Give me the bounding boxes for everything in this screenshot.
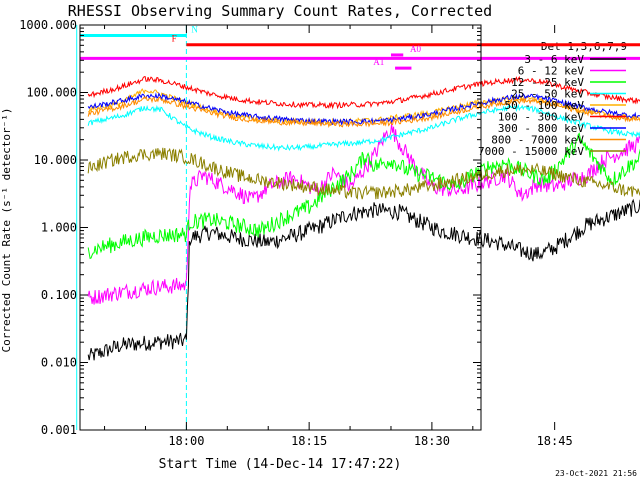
flag-label-4: A0	[410, 44, 421, 54]
series-line-0	[87, 198, 640, 361]
y-tick-label-1: 0.010	[41, 356, 77, 370]
x-tick-label-1: 18:15	[291, 434, 327, 448]
legend-label-8: 7000 - 15000 keV	[478, 145, 584, 158]
legend-label-2: 12 - 25 keV	[511, 76, 584, 89]
x-axis-label: Start Time (14-Dec-14 17:47:22)	[159, 457, 402, 472]
x-tick-label-0: 18:00	[168, 434, 204, 448]
legend-label-0: 3 - 6 keV	[524, 53, 584, 66]
series-line-7	[87, 95, 640, 128]
flag-label-2: F	[172, 34, 177, 44]
legend-label-4: 50 - 100 keV	[505, 99, 585, 112]
y-tick-label-5: 100.000	[26, 86, 77, 100]
flag-label-5: A1	[373, 57, 384, 67]
legend-label-3: 25 - 50 keV	[511, 88, 584, 101]
series-line-5	[87, 75, 640, 110]
axes: 0.001 0.010 0.100 1.000 10.000 100.000 1000.00…	[19, 18, 573, 448]
x-tick-label-3: 18:45	[537, 434, 573, 448]
plot-frame	[79, 24, 482, 431]
series-line-8	[87, 147, 640, 200]
flag-lines	[76, 25, 187, 430]
legend-label-1: 6 - 12 keV	[518, 65, 585, 78]
y-tick-label-2: 0.100	[41, 288, 77, 302]
legend-label-6: 300 - 800 keV	[498, 122, 584, 135]
legend-title: Det 1,3,6,7,9	[541, 40, 627, 53]
flag-bars: N F A0 A1	[80, 24, 640, 70]
y-tick-label-0: 0.001	[41, 423, 77, 437]
y-tick-label-4: 10.000	[34, 153, 77, 167]
series-line-2	[87, 132, 640, 260]
legend-label-5: 100 - 300 keV	[498, 111, 584, 124]
y-tick-label-6: 1000.000	[19, 18, 77, 32]
x-tick-label-2: 18:30	[414, 434, 450, 448]
timestamp: 23-Oct-2021 21:56	[555, 469, 637, 478]
y-axis-label: Corrected Count Rate (s⁻¹ detector⁻¹)	[0, 107, 13, 352]
legend-label-7: 800 - 7000 keV	[491, 134, 584, 147]
y-tick-label-3: 1.000	[41, 221, 77, 235]
flag-label-0: N	[191, 24, 198, 34]
chart-title: RHESSI Observing Summary Count Rates, Co…	[68, 2, 492, 20]
series-line-1	[87, 123, 640, 305]
series-line-6	[87, 92, 640, 126]
series-line-3	[87, 103, 640, 152]
series-lines	[87, 75, 640, 361]
